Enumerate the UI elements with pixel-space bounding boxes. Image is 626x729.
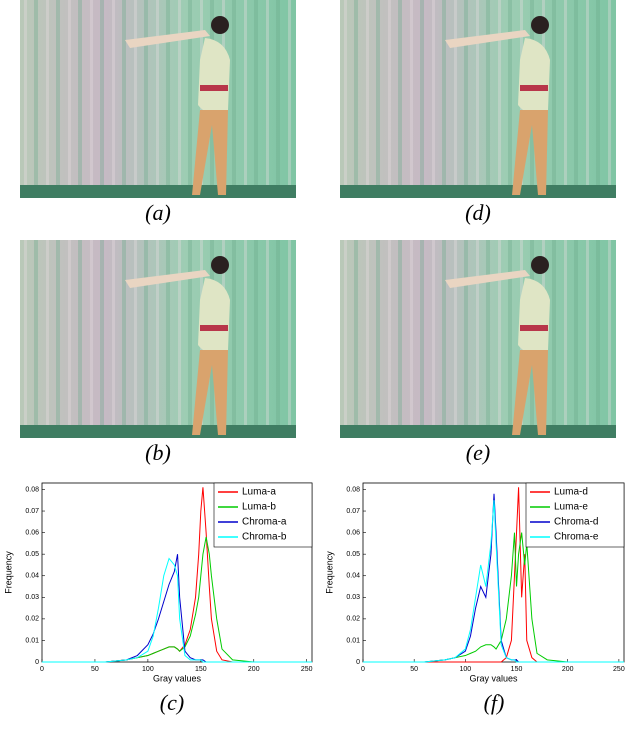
legend-label: Luma-b [242,502,276,513]
y-tick-label: 0.04 [346,573,360,580]
y-tick-label: 0.04 [25,573,39,580]
y-tick-label: 0.01 [346,637,360,644]
image [340,0,616,198]
caption: (f) [484,690,505,715]
legend-label: Chroma-a [242,517,287,528]
y-tick-label: 0.08 [25,486,39,493]
x-tick-label: 100 [142,666,154,673]
x-tick-label: 250 [301,666,313,673]
caption: (e) [466,440,490,465]
x-tick-label: 0 [361,666,365,673]
y-tick-label: 0.06 [346,529,360,536]
legend-label: Chroma-d [554,517,598,528]
y-tick-label: 0.02 [346,616,360,623]
y-tick-label: 0.07 [346,508,360,515]
y-axis-label: Frequency [3,551,13,594]
x-tick-label: 100 [460,666,472,673]
legend-label: Chroma-b [242,532,287,543]
x-axis-label: Gray values [469,673,518,683]
y-tick-label: 0.06 [25,529,39,536]
x-tick-label: 150 [511,666,523,673]
legend-label: Luma-a [242,487,276,498]
legend-label: Luma-d [554,487,588,498]
y-tick-label: 0.05 [346,551,360,558]
image [20,0,296,198]
y-tick-label: 0 [356,659,360,666]
legend-label: Chroma-e [554,532,599,543]
x-tick-label: 50 [91,666,99,673]
y-tick-label: 0.05 [25,551,39,558]
caption: (a) [145,200,171,225]
caption: (c) [160,690,184,715]
y-tick-label: 0 [35,659,39,666]
caption: (d) [465,200,491,225]
y-axis-label: Frequency [324,551,334,594]
x-tick-label: 200 [562,666,574,673]
y-tick-label: 0.03 [346,594,360,601]
x-tick-label: 50 [410,666,418,673]
series-line [363,500,624,663]
y-tick-label: 0.03 [25,594,39,601]
x-tick-label: 0 [40,666,44,673]
y-tick-label: 0.07 [25,508,39,515]
y-tick-label: 0.08 [346,486,360,493]
y-tick-label: 0.01 [25,637,39,644]
image [20,240,296,438]
image [340,240,616,438]
legend-label: Luma-e [554,502,588,513]
y-tick-label: 0.02 [25,616,39,623]
caption: (b) [145,440,171,465]
x-tick-label: 200 [248,666,260,673]
x-tick-label: 250 [613,666,625,673]
x-tick-label: 150 [195,666,207,673]
x-axis-label: Gray values [153,673,202,683]
series-line [42,557,312,663]
series-line [363,487,624,663]
